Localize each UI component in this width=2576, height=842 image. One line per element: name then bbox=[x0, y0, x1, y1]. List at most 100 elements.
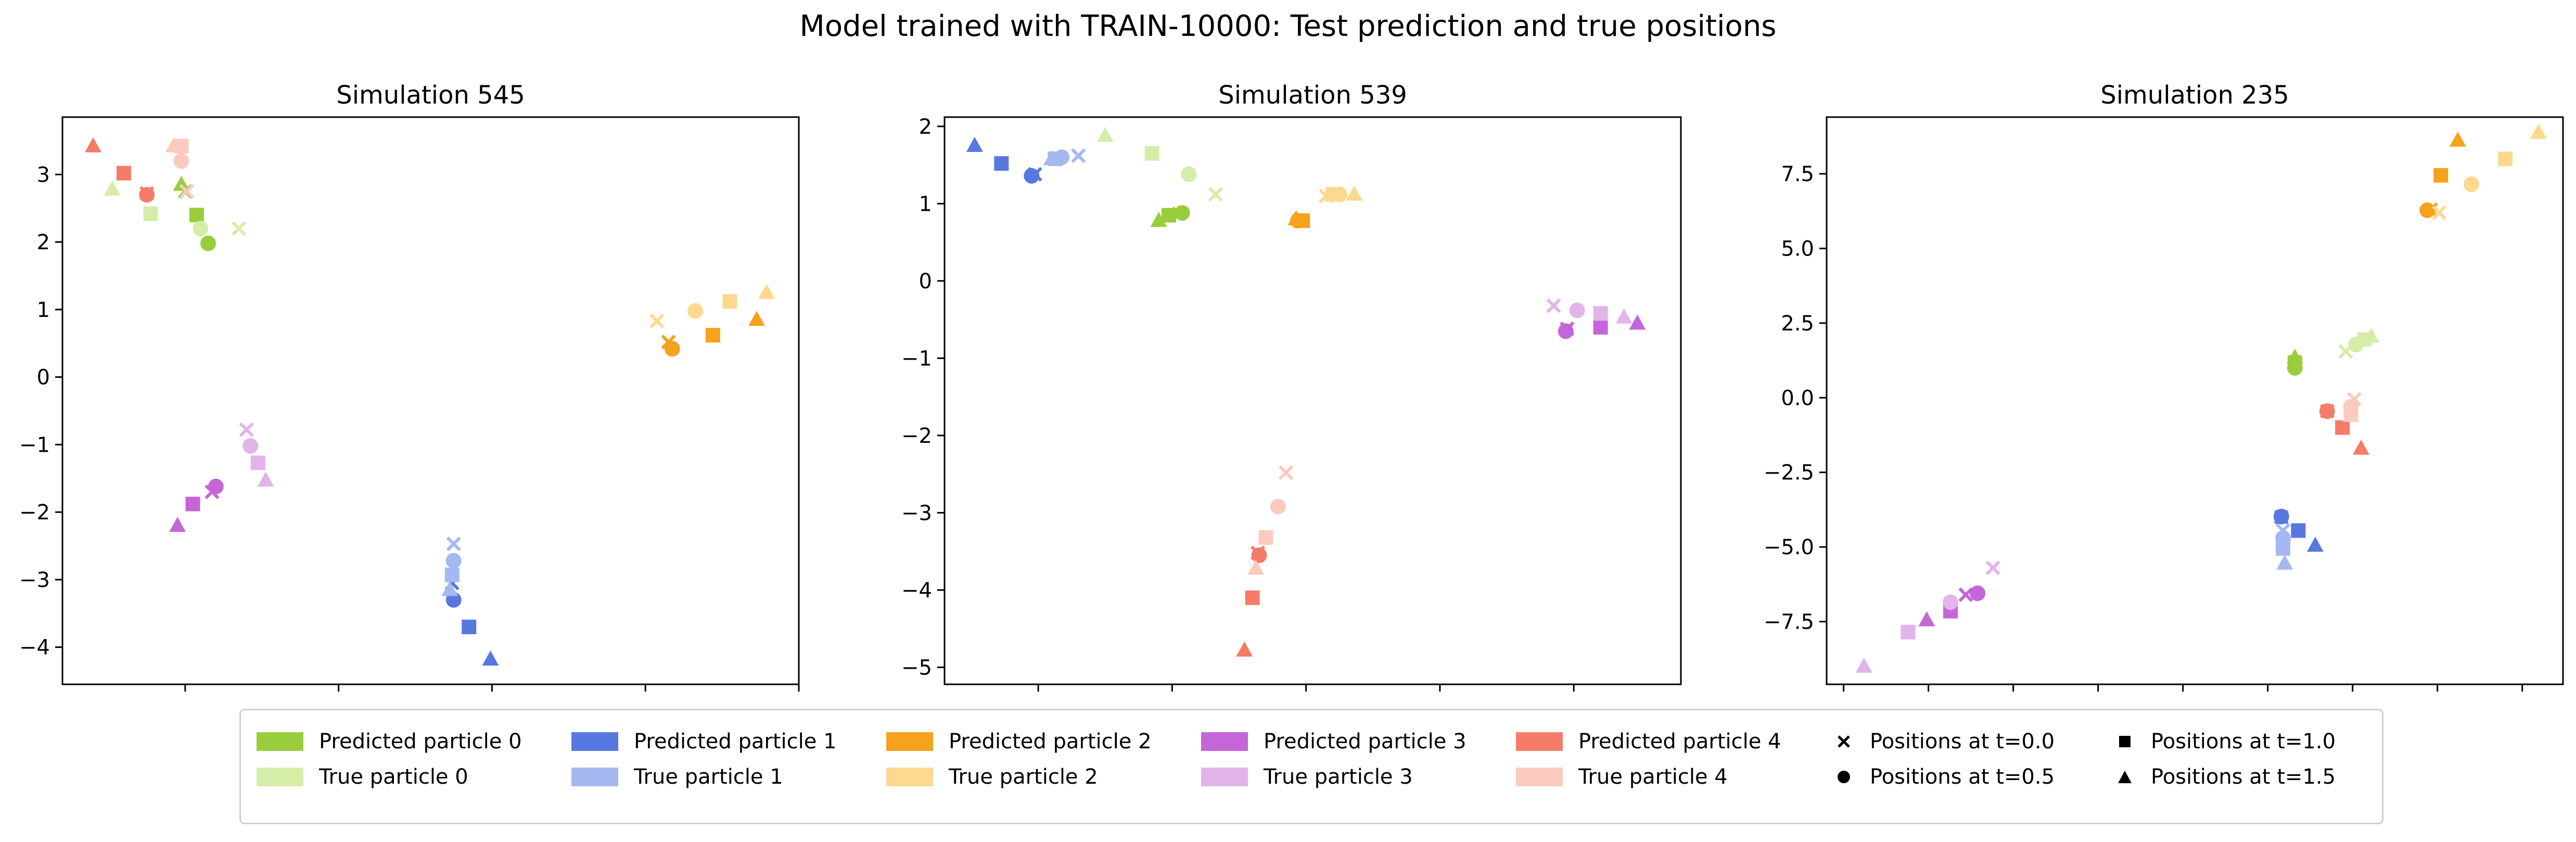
y-tick-label: 5.0 bbox=[1781, 237, 1814, 261]
x-marker-icon bbox=[1833, 731, 1854, 752]
legend-label: Positions at t=1.5 bbox=[2151, 765, 2336, 789]
legend-label: True particle 1 bbox=[634, 765, 783, 789]
y-tick-label: 1 bbox=[919, 192, 932, 216]
point-predicted-particle-1-t1 bbox=[994, 156, 1009, 171]
legend-label: Positions at t=0.0 bbox=[1870, 730, 2055, 754]
point-predicted-particle-1-t0.5 bbox=[1024, 168, 1040, 184]
point-true-particle-1-t1.5 bbox=[441, 581, 458, 596]
y-tick-label: 1 bbox=[37, 298, 50, 322]
legend-item-true-3: True particle 3 bbox=[1201, 761, 1413, 793]
legend-swatch-true-2 bbox=[886, 768, 933, 786]
legend-label: Predicted particle 2 bbox=[949, 730, 1152, 754]
point-true-particle-4-t0.5 bbox=[1270, 499, 1286, 515]
point-true-particle-0-t1.5 bbox=[104, 180, 121, 196]
y-tick-label: −1 bbox=[901, 347, 932, 371]
point-true-particle-0-t0 bbox=[231, 221, 247, 236]
y-tick-label: −4 bbox=[901, 579, 932, 603]
legend-swatch-predicted-0 bbox=[257, 732, 303, 751]
point-true-particle-0-t0 bbox=[1208, 187, 1223, 202]
triangle-marker-icon bbox=[2114, 767, 2135, 787]
y-tick-label: 0.0 bbox=[1781, 386, 1814, 410]
point-true-particle-0-t0.5 bbox=[193, 221, 209, 237]
legend-item-marker-triangle: Positions at t=1.5 bbox=[2114, 761, 2336, 793]
point-true-particle-3-t1.5 bbox=[257, 471, 274, 487]
point-predicted-particle-0-t1.5 bbox=[1150, 211, 1167, 227]
legend-label: True particle 3 bbox=[1264, 765, 1413, 789]
axes-frame bbox=[943, 116, 1682, 685]
point-true-particle-3-t0.5 bbox=[1569, 302, 1585, 318]
y-tick-label: 2 bbox=[919, 115, 932, 139]
point-predicted-particle-2-t1.5 bbox=[2449, 131, 2466, 147]
y-tick-label: −2 bbox=[19, 501, 50, 525]
square-marker-icon bbox=[2114, 731, 2135, 752]
point-true-particle-2-t1.5 bbox=[2530, 123, 2547, 139]
point-predicted-particle-1-t0.5 bbox=[2273, 508, 2289, 525]
legend-item-true-4: True particle 4 bbox=[1516, 761, 1728, 793]
point-predicted-particle-1-t1.5 bbox=[2306, 537, 2324, 552]
point-predicted-particle-4-t0.5 bbox=[139, 187, 155, 203]
subplot-2: Simulation 235−12.5−10.0−7.5−5.0−2.50.02… bbox=[1764, 81, 2564, 697]
legend-label: Positions at t=0.5 bbox=[1870, 765, 2055, 789]
y-tick-label: 7.5 bbox=[1781, 162, 1814, 186]
legend-label: True particle 4 bbox=[1578, 765, 1728, 789]
legend-item-true-2: True particle 2 bbox=[886, 761, 1098, 793]
legend-label: Predicted particle 4 bbox=[1578, 730, 1781, 754]
point-predicted-particle-0-t0.5 bbox=[1174, 205, 1190, 221]
point-true-particle-0-t0.5 bbox=[1181, 166, 1197, 182]
y-tick-label: −2.5 bbox=[1764, 461, 1814, 485]
point-predicted-particle-1-t1 bbox=[2291, 523, 2306, 538]
point-true-particle-0-t1.5 bbox=[2363, 327, 2380, 343]
point-predicted-particle-1-t1.5 bbox=[482, 650, 499, 666]
point-predicted-particle-2-t1 bbox=[705, 328, 720, 343]
point-predicted-particle-3-t0.5 bbox=[1970, 585, 1986, 602]
point-true-particle-1-t1 bbox=[444, 567, 460, 582]
point-true-particle-2-t1 bbox=[722, 294, 737, 309]
point-true-particle-2-t1 bbox=[1325, 187, 1341, 202]
point-true-particle-0-t1.5 bbox=[1096, 126, 1114, 142]
point-predicted-particle-3-t1 bbox=[185, 496, 200, 512]
legend-item-predicted-0: Predicted particle 0 bbox=[257, 726, 522, 757]
y-tick-label: 0 bbox=[37, 366, 50, 390]
figure-title: Model trained with TRAIN-10000: Test pre… bbox=[799, 9, 1777, 43]
y-tick-label: 2 bbox=[37, 231, 50, 254]
legend-item-marker-square: Positions at t=1.0 bbox=[2114, 726, 2336, 757]
point-predicted-particle-4-t1 bbox=[2335, 420, 2350, 435]
point-predicted-particle-0-t1 bbox=[1161, 208, 1176, 223]
point-true-particle-2-t1.5 bbox=[758, 284, 775, 299]
subplot-title: Simulation 545 bbox=[336, 81, 525, 110]
point-predicted-particle-0-t1.5 bbox=[2286, 348, 2303, 364]
point-predicted-particle-0-t1 bbox=[189, 208, 204, 223]
point-true-particle-3-t1.5 bbox=[1615, 308, 1633, 324]
point-true-particle-0-t1 bbox=[143, 206, 158, 221]
point-predicted-particle-3-t1.5 bbox=[1629, 314, 1646, 330]
scatter-plots: Simulation 545−20246−4−3−2−10123Simulati… bbox=[19, 81, 2564, 697]
y-tick-label: −3 bbox=[19, 568, 50, 592]
point-true-particle-1-t0 bbox=[446, 536, 461, 552]
legend-swatch-true-0 bbox=[257, 768, 303, 786]
point-true-particle-1-t1 bbox=[2276, 541, 2291, 556]
point-true-particle-3-t0 bbox=[1985, 560, 2000, 576]
legend-swatch-true-4 bbox=[1516, 768, 1563, 786]
point-predicted-particle-3-t1.5 bbox=[1918, 611, 1935, 627]
legend-item-predicted-2: Predicted particle 2 bbox=[886, 726, 1152, 757]
legend-label: Predicted particle 1 bbox=[634, 730, 837, 754]
point-predicted-particle-4-t1.5 bbox=[1236, 641, 1253, 657]
point-predicted-particle-2-t1.5 bbox=[1287, 210, 1305, 226]
point-true-particle-0-t1 bbox=[1144, 146, 1159, 161]
y-tick-label: −2 bbox=[901, 424, 932, 448]
point-predicted-particle-3-t1.5 bbox=[169, 517, 186, 532]
point-true-particle-2-t0 bbox=[2431, 205, 2447, 220]
point-true-particle-4-t0 bbox=[179, 184, 194, 199]
point-predicted-particle-2-t0.5 bbox=[664, 341, 680, 357]
point-predicted-particle-4-t1.5 bbox=[84, 137, 101, 152]
point-predicted-particle-4-t1.5 bbox=[2353, 439, 2370, 455]
point-predicted-particle-4-t1 bbox=[116, 165, 131, 181]
point-predicted-particle-2-t0.5 bbox=[2419, 202, 2435, 218]
legend: Predicted particle 0 True particle 0 Pre… bbox=[239, 709, 2383, 824]
point-true-particle-1-t1.5 bbox=[1043, 150, 1060, 165]
point-true-particle-3-t1 bbox=[1593, 306, 1608, 321]
point-true-particle-4-t1.5 bbox=[165, 137, 182, 152]
point-true-particle-4-t0.5 bbox=[173, 153, 189, 169]
legend-swatch-true-1 bbox=[571, 768, 618, 786]
